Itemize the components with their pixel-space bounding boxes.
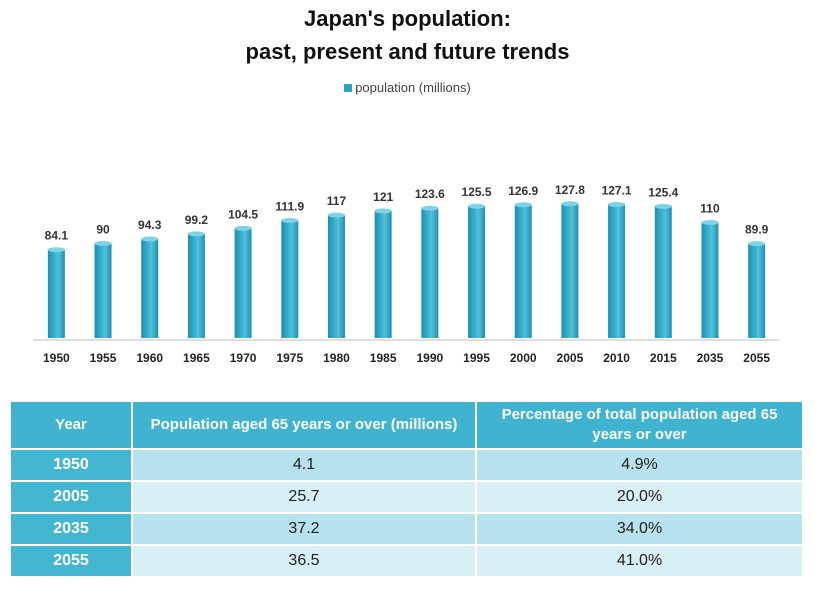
bar-1965 <box>187 233 205 338</box>
x-tick-1985: 1985 <box>370 351 397 365</box>
bar-top-1955 <box>94 241 112 246</box>
population-65-cell: 4.1 <box>133 450 475 480</box>
bar-top-2010 <box>608 202 626 208</box>
bar-top-2005 <box>561 201 579 207</box>
data-label-1970: 104.5 <box>228 207 258 221</box>
percentage-65-cell: 4.9% <box>477 450 802 480</box>
data-label-1980: 117 <box>327 194 347 208</box>
x-tick-2055: 2055 <box>743 351 770 365</box>
table-row: 1950 4.1 4.9% <box>11 450 802 480</box>
bar-top-1970 <box>234 225 252 231</box>
chart-title-line-1: Japan's population: <box>304 6 511 31</box>
population-aged-65-table: Year Population aged 65 years or over (m… <box>9 400 804 578</box>
year-cell: 2055 <box>11 546 131 576</box>
bar-1950 <box>47 249 65 338</box>
bar-top-2015 <box>654 203 672 209</box>
bar-top-2055 <box>748 241 766 247</box>
table-header-row: Year Population aged 65 years or over (m… <box>11 402 802 448</box>
population-65-cell: 36.5 <box>133 546 475 576</box>
x-tick-1950: 1950 <box>43 351 70 365</box>
table-row: 2005 25.7 20.0% <box>11 482 802 512</box>
data-label-2005: 127.8 <box>555 183 585 197</box>
table-row: 2035 37.2 34.0% <box>11 514 802 544</box>
bar-top-1985 <box>374 208 392 214</box>
year-cell: 1950 <box>11 450 131 480</box>
year-cell: 2005 <box>11 482 131 512</box>
bar-chart: 84.1 90 94.3 99.2 104.5 111.9 117 121 123.6 125.5… <box>33 183 780 365</box>
bar-1960 <box>141 238 159 338</box>
percentage-65-cell: 41.0% <box>477 546 802 576</box>
x-tick-1975: 1975 <box>276 351 303 365</box>
bar-1955 <box>94 243 112 338</box>
bar-top-1980 <box>327 212 345 218</box>
chart-title-line-2: past, present and future trends <box>245 39 570 64</box>
bar-2055 <box>748 243 766 338</box>
bar-1995 <box>468 206 486 338</box>
data-label-2010: 127.1 <box>602 184 632 198</box>
data-label-1955: 90 <box>96 223 110 237</box>
x-tick-1980: 1980 <box>323 351 350 365</box>
bar-1970 <box>234 228 252 338</box>
bars-layer: 84.1 90 94.3 99.2 104.5 111.9 117 121 123.6 125.5… <box>45 183 769 338</box>
bar-2035 <box>701 222 719 338</box>
table-row: 2055 36.5 41.0% <box>11 546 802 576</box>
bar-top-1950 <box>47 247 65 253</box>
x-tick-1960: 1960 <box>136 351 163 365</box>
bar-2000 <box>514 204 532 338</box>
x-tick-1955: 1955 <box>90 351 117 365</box>
bar-top-1995 <box>468 203 486 209</box>
percentage-65-cell: 20.0% <box>477 482 802 512</box>
bar-top-1990 <box>421 205 439 211</box>
population-65-cell: 37.2 <box>133 514 475 544</box>
data-label-1995: 125.5 <box>462 185 492 199</box>
chart-legend: population (millions) <box>0 80 815 95</box>
bar-2010 <box>608 204 626 338</box>
data-label-1985: 121 <box>373 190 393 204</box>
bar-1990 <box>421 208 439 338</box>
x-tick-1990: 1990 <box>416 351 443 365</box>
bar-1985 <box>374 210 392 338</box>
x-tick-2035: 2035 <box>697 351 724 365</box>
chart-title: Japan's population: past, present and fu… <box>0 2 815 68</box>
data-label-2055: 89.9 <box>745 223 769 237</box>
bar-top-1960 <box>141 236 159 242</box>
population-65-cell: 25.7 <box>133 482 475 512</box>
bar-1975 <box>281 220 299 338</box>
x-tick-1995: 1995 <box>463 351 490 365</box>
column-header-percentage-65: Percentage of total population aged 65 y… <box>477 402 802 448</box>
percentage-65-cell: 34.0% <box>477 514 802 544</box>
data-label-2035: 110 <box>700 202 720 216</box>
bar-top-2035 <box>701 220 719 225</box>
data-label-1990: 123.6 <box>415 187 445 201</box>
x-tick-2010: 2010 <box>603 351 630 365</box>
column-header-population-65: Population aged 65 years or over (millio… <box>133 402 475 448</box>
x-tick-2015: 2015 <box>650 351 677 365</box>
bar-2015 <box>654 206 672 338</box>
bar-2005 <box>561 203 579 338</box>
data-label-1975: 111.9 <box>275 200 304 214</box>
x-tick-1965: 1965 <box>183 351 210 365</box>
data-label-2000: 126.9 <box>508 184 538 198</box>
bar-top-1975 <box>281 218 299 224</box>
year-cell: 2035 <box>11 514 131 544</box>
x-tick-2005: 2005 <box>557 351 584 365</box>
bar-1980 <box>327 215 345 338</box>
legend-swatch <box>344 84 353 92</box>
x-tick-labels: 1950 1955 1960 1965 1970 1975 1980 1985 1990 1995… <box>43 351 770 365</box>
data-label-1950: 84.1 <box>45 229 69 243</box>
data-label-1960: 94.3 <box>138 218 162 232</box>
bar-top-2000 <box>514 202 532 208</box>
x-tick-2000: 2000 <box>510 351 537 365</box>
data-label-1965: 99.2 <box>185 213 209 227</box>
column-header-year: Year <box>11 402 131 448</box>
x-tick-1970: 1970 <box>230 351 257 365</box>
bar-top-1965 <box>187 231 205 237</box>
legend-label: population (millions) <box>355 80 471 95</box>
data-label-2015: 125.4 <box>648 185 678 199</box>
